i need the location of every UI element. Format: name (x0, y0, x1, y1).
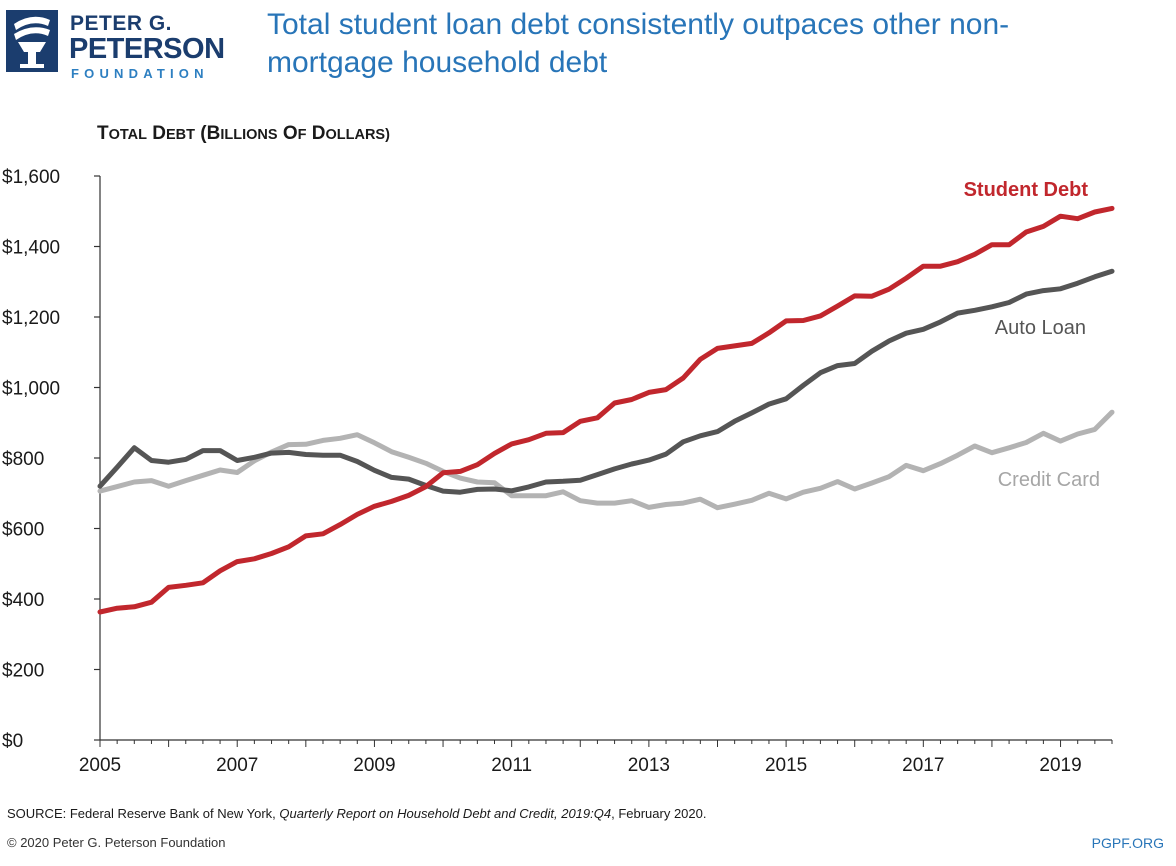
y-axis-title: TOTAL DEBT (BILLIONS OF DOLLARS) (97, 123, 390, 144)
copyright-note: © 2020 Peter G. Peterson Foundation (7, 835, 226, 850)
y-tick-label: $800 (2, 449, 44, 470)
x-tick-label: 2015 (765, 755, 807, 776)
x-tick-label: 2013 (628, 755, 670, 776)
source-suffix: , February 2020. (611, 806, 707, 821)
torch-logo-icon (6, 10, 58, 72)
y-tick-label: $1,200 (2, 308, 60, 329)
logo-line-foundation: FOUNDATION (71, 66, 209, 81)
x-tick-label: 2009 (353, 755, 395, 776)
y-tick-label: $1,600 (2, 167, 60, 188)
series-label-credit-card: Credit Card (998, 469, 1100, 491)
chart-series-labels: Student Debt Auto Loan Credit Card (964, 179, 1100, 491)
series-line-student-debt (97, 205, 1115, 615)
y-tick-label: $1,400 (2, 238, 60, 259)
source-title: Quarterly Report on Household Debt and C… (279, 806, 612, 821)
logo-line-peterson: PETERSON (69, 33, 225, 65)
y-tick-label: $400 (2, 590, 44, 611)
x-tick-label: 2005 (79, 755, 121, 776)
y-tick-label: $0 (2, 731, 23, 752)
foundation-logo: PETER G. PETERSON FOUNDATION (6, 10, 246, 82)
x-tick-label: 2017 (902, 755, 944, 776)
y-tick-label: $600 (2, 520, 44, 541)
x-tick-label: 2011 (491, 755, 532, 776)
source-note: SOURCE: Federal Reserve Bank of New York… (7, 806, 706, 821)
series-label-auto-loan: Auto Loan (995, 317, 1086, 339)
y-tick-label: $200 (2, 661, 44, 682)
chart-ticks: $0 $200 $400 $600 $800 $1,000 $1,200 $1,400 $1,6… (2, 167, 1113, 776)
source-prefix: SOURCE: Federal Reserve Bank of New York… (7, 806, 280, 821)
site-link[interactable]: PGPF.ORG (1091, 835, 1164, 851)
chart-series (97, 205, 1115, 615)
series-line-auto-loan (97, 268, 1115, 495)
logo-line-peter: PETER G. (70, 12, 173, 35)
series-label-student-debt: Student Debt (964, 179, 1089, 201)
x-tick-label: 2019 (1039, 755, 1081, 776)
chart-headline: Total student loan debt consistently out… (267, 8, 1010, 79)
x-tick-label: 2007 (216, 755, 258, 776)
y-tick-label: $1,000 (2, 379, 60, 400)
